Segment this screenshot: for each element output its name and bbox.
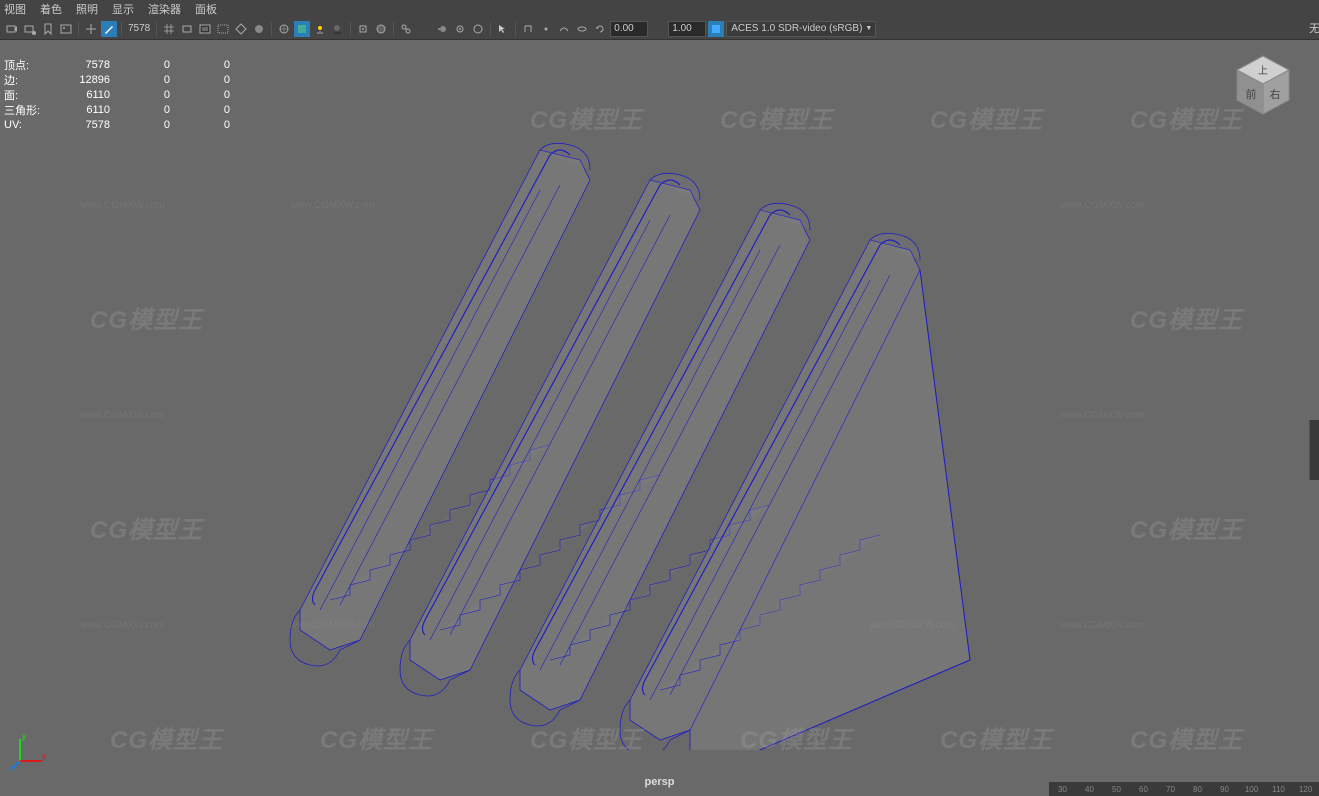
svg-text:x: x	[42, 752, 46, 761]
grease-pencil-icon[interactable]	[101, 21, 117, 37]
gamma-input[interactable]	[668, 21, 706, 37]
xray-joints-icon[interactable]	[398, 21, 414, 37]
svg-text:上: 上	[1258, 65, 1268, 77]
multisample-aa-icon[interactable]	[452, 21, 468, 37]
exposure-input[interactable]	[610, 21, 648, 37]
menu-view[interactable]: 视图	[4, 1, 26, 17]
view-transform-icon[interactable]	[708, 21, 724, 37]
svg-text:右: 右	[1270, 87, 1281, 101]
view-menubar: 视图 着色 照明 显示 渲染器 面板	[0, 0, 1319, 18]
wireframe-shaded-icon[interactable]	[233, 21, 249, 37]
menu-renderer[interactable]: 渲染器	[148, 1, 181, 17]
stats-header	[4, 42, 230, 57]
depth-of-field-icon[interactable]	[470, 21, 486, 37]
menu-panels[interactable]: 面板	[195, 1, 217, 17]
wireframe-on-shaded-icon[interactable]	[276, 21, 292, 37]
smooth-shade-icon[interactable]	[251, 21, 267, 37]
svg-text:前: 前	[1246, 87, 1257, 101]
menu-lighting[interactable]: 照明	[76, 1, 98, 17]
select-camera-icon[interactable]	[4, 21, 20, 37]
resolution-gate-icon[interactable]	[215, 21, 231, 37]
poly-stats-panel: 顶点: 7578 0 0 边: 12896 0 0 面: 6110 0 0 三角…	[4, 42, 230, 132]
use-all-lights-icon[interactable]	[312, 21, 328, 37]
film-gate-icon[interactable]	[179, 21, 195, 37]
model-wireframe	[260, 130, 1010, 750]
viewport-3d[interactable]: persp	[0, 40, 1319, 796]
snap-curve-icon[interactable]	[556, 21, 572, 37]
viewport-toolbar: 7578 ACES 1.0 SDR-video (sRGB)	[0, 18, 1319, 40]
menu-shading[interactable]: 着色	[40, 1, 62, 17]
snap-icon[interactable]	[520, 21, 536, 37]
bookmark-icon[interactable]	[40, 21, 56, 37]
menu-show[interactable]: 显示	[112, 1, 134, 17]
gate-mask-icon[interactable]	[197, 21, 213, 37]
2d-pan-icon[interactable]	[83, 21, 99, 37]
isolate-select-icon[interactable]	[355, 21, 371, 37]
colorspace-dropdown[interactable]: ACES 1.0 SDR-video (sRGB)	[726, 21, 876, 37]
poly-count-value: 7578	[128, 23, 150, 34]
motion-blur-icon[interactable]	[434, 21, 450, 37]
snap-surface-icon[interactable]	[574, 21, 590, 37]
shadows-icon[interactable]	[330, 21, 346, 37]
textured-icon[interactable]	[294, 21, 310, 37]
svg-text:z: z	[10, 764, 14, 771]
stats-faces-row: 面: 6110 0 0	[4, 87, 230, 102]
grid-icon[interactable]	[161, 21, 177, 37]
stats-uvs-row: UV: 7578 0 0	[4, 117, 230, 132]
right-edge-tab[interactable]: 无	[1309, 20, 1319, 40]
viewport-camera-label: persp	[645, 776, 675, 788]
stats-verts-row: 顶点: 7578 0 0	[4, 57, 230, 72]
viewcube[interactable]: 上 前 右	[1227, 48, 1299, 120]
screen-space-ao-icon[interactable]	[416, 21, 432, 37]
snap-point-icon[interactable]	[538, 21, 554, 37]
stats-edges-row: 边: 12896 0 0	[4, 72, 230, 87]
svg-text:y: y	[22, 732, 26, 741]
gamma-icon[interactable]	[650, 21, 666, 37]
stats-tris-row: 三角形: 6110 0 0	[4, 102, 230, 117]
refresh-icon[interactable]	[592, 21, 608, 37]
xray-icon[interactable]	[373, 21, 389, 37]
timeline-ruler[interactable]: 30405060708090100110120	[1049, 782, 1319, 796]
select-tool-icon[interactable]	[495, 21, 511, 37]
right-panel-tab[interactable]	[1309, 420, 1319, 480]
axis-gizmo: y x z	[10, 731, 50, 771]
image-plane-icon[interactable]	[58, 21, 74, 37]
camera-attr-icon[interactable]	[22, 21, 38, 37]
